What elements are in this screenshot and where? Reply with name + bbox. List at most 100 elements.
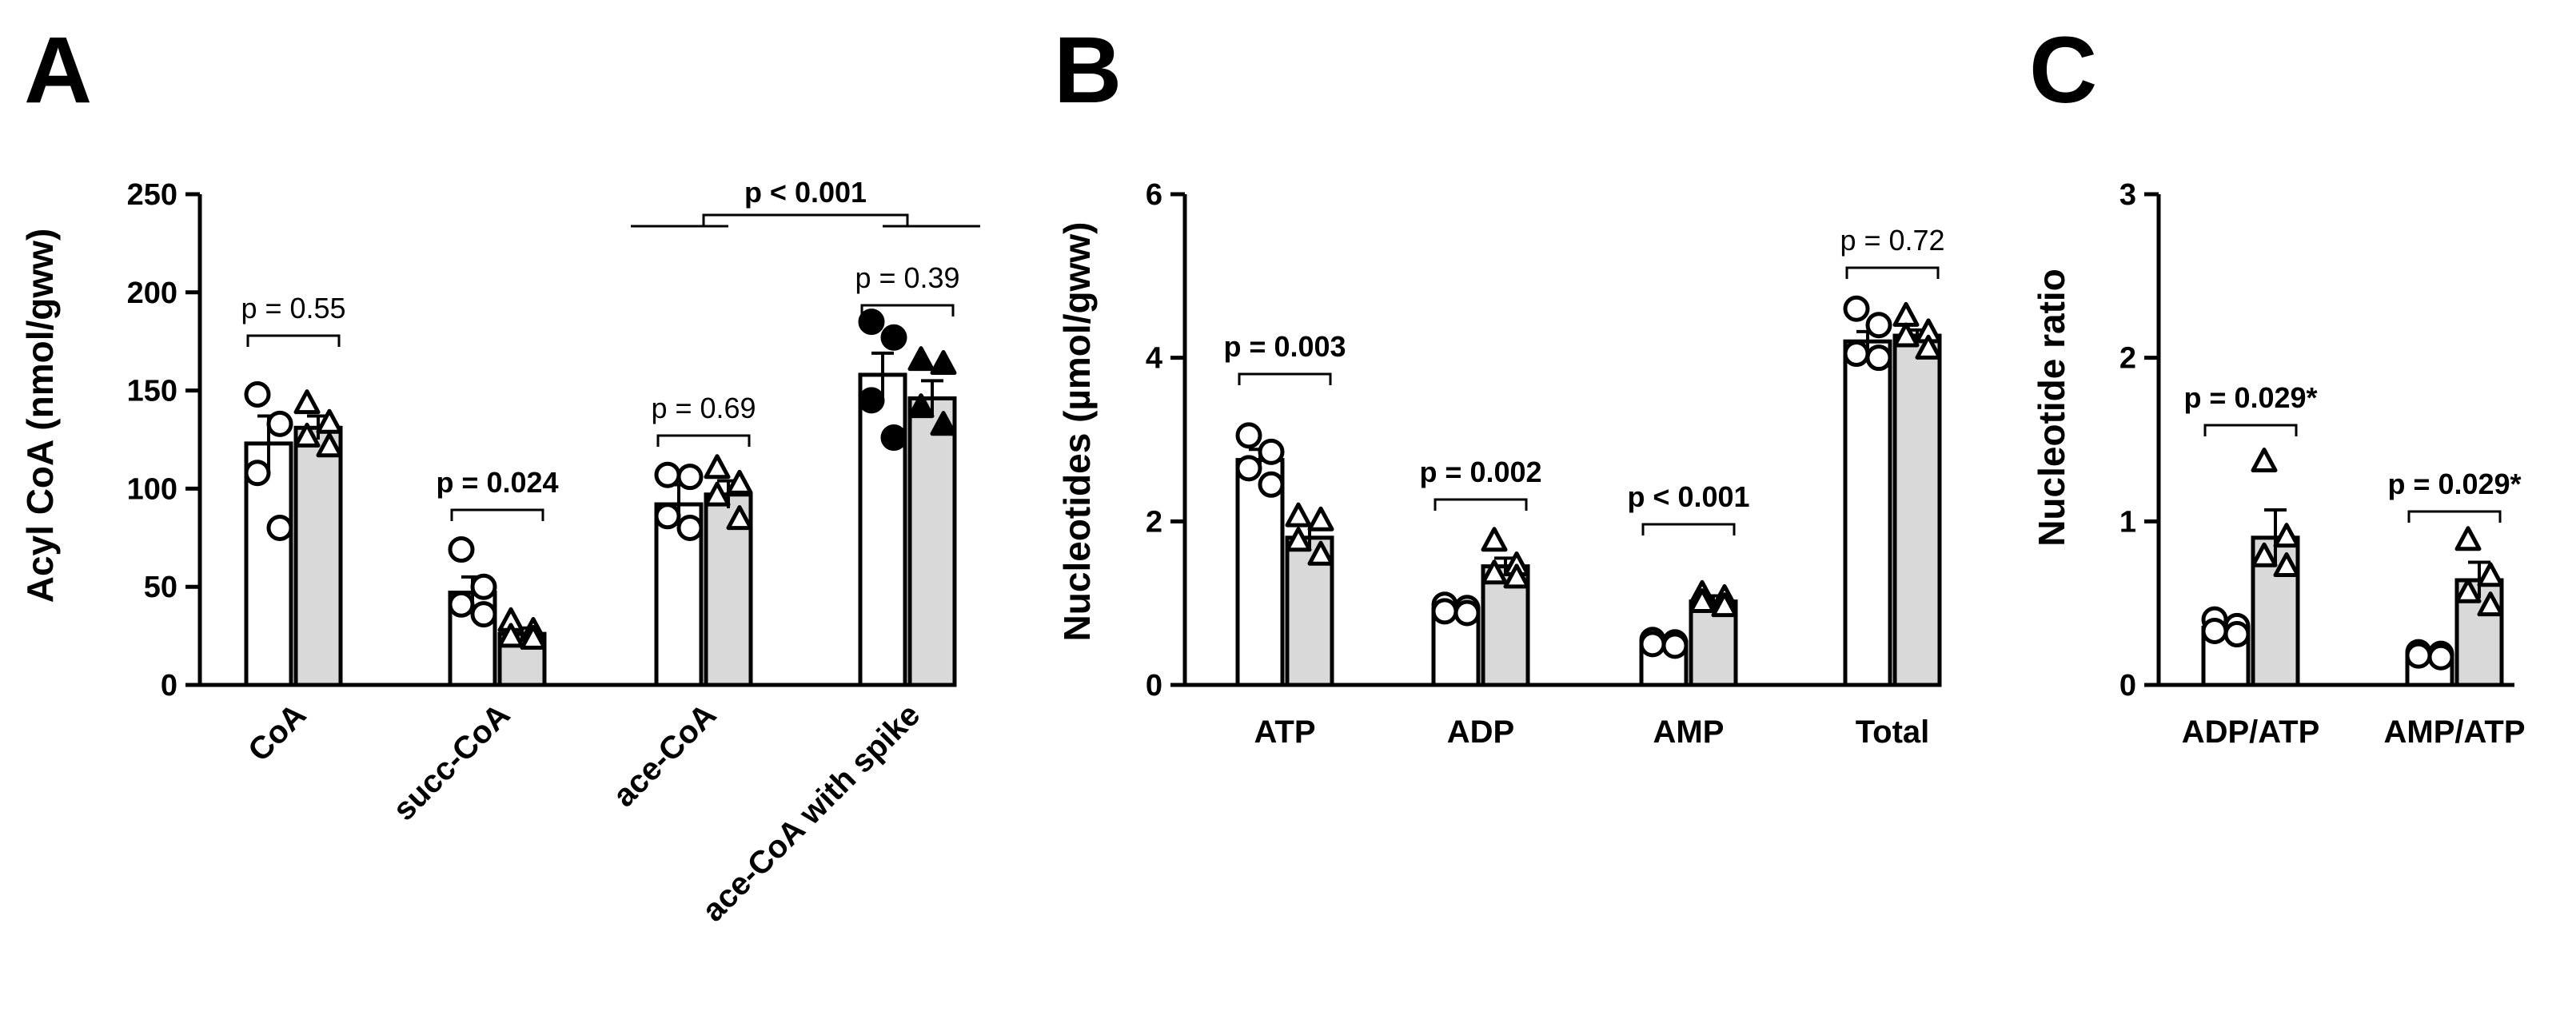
panel-b-y-tick-label: 4 bbox=[1146, 342, 1162, 376]
panel-c-data-point bbox=[2454, 526, 2482, 551]
panel-c-y-tick-label: 3 bbox=[2119, 178, 2136, 212]
panel-a-data-point bbox=[704, 454, 731, 480]
panel-a-p-value: p = 0.55 bbox=[241, 292, 345, 324]
panel-b-data-point bbox=[1481, 559, 1508, 585]
panel-a-letter: A bbox=[24, 18, 92, 123]
panel-a-data-point bbox=[880, 324, 907, 351]
panel-b-y-tick-label: 0 bbox=[1146, 669, 1162, 703]
panel-a-comparison-bracket bbox=[860, 304, 955, 316]
panel-c-y-tick-label: 1 bbox=[2119, 505, 2136, 539]
panel-a-bar bbox=[293, 425, 343, 687]
panel-b-data-point bbox=[1258, 471, 1285, 498]
panel-c-data-point bbox=[2273, 523, 2300, 548]
panel-a-data-point bbox=[244, 381, 271, 408]
panel-c-data-point bbox=[2477, 562, 2504, 587]
panel-c-letter: C bbox=[2029, 18, 2097, 123]
panel-b-data-point bbox=[1689, 588, 1716, 614]
panel-a-data-point bbox=[244, 460, 271, 487]
panel-b-y-tick-label: 6 bbox=[1146, 178, 1162, 212]
panel-b-category-label: Total bbox=[1856, 715, 1930, 750]
panel-a-comparison-bracket bbox=[702, 213, 909, 226]
panel-b-p-value: p = 0.003 bbox=[1223, 330, 1346, 363]
panel-b-data-point bbox=[1843, 295, 1870, 322]
panel-a-y-tick-label: 100 bbox=[127, 472, 177, 506]
panel-b-p-value: p = 0.002 bbox=[1419, 456, 1541, 488]
panel-b-y-axis-label: Nucleotides (µmol/gww) bbox=[1056, 222, 1098, 642]
panel-b-comparison-bracket bbox=[1845, 266, 1940, 279]
panel-c-y-axis-label: Nucleotide ratio bbox=[2031, 269, 2072, 547]
panel-a-data-point bbox=[654, 503, 681, 530]
panel-b-data-point bbox=[1431, 598, 1458, 625]
panel-b-comparison-bracket bbox=[1238, 372, 1332, 385]
panel-a-data-point bbox=[930, 350, 957, 376]
panel-b-data-point bbox=[1915, 334, 1942, 360]
panel-a-data-point bbox=[266, 515, 293, 542]
panel-a-data-point bbox=[930, 411, 957, 436]
panel-b-p-value: p = 0.72 bbox=[1840, 224, 1944, 257]
panel-a-data-point bbox=[907, 393, 935, 419]
panel-a-data-point bbox=[858, 309, 885, 336]
panel-a-y-tick-label: 200 bbox=[127, 277, 177, 310]
panel-b-data-point bbox=[1285, 502, 1312, 527]
panel-c-data-point bbox=[2201, 617, 2228, 644]
panel-a-data-point bbox=[704, 481, 731, 507]
panel-c-p-value: p = 0.029* bbox=[2183, 381, 2317, 414]
panel-a-data-point bbox=[448, 591, 475, 618]
panel-b-comparison-bracket bbox=[1434, 498, 1528, 511]
panel-a-p-value: p < 0.001 bbox=[744, 176, 867, 209]
panel-b-data-point bbox=[1843, 340, 1870, 368]
panel-b-p-value: p < 0.001 bbox=[1627, 480, 1749, 513]
panel-b-data-point bbox=[1865, 312, 1892, 339]
panel-b-data-point bbox=[1661, 632, 1689, 659]
panel-b-plot: 0 2 4 6 ATP ADP AMP Total p = 0.003 p = 0.002 p < … bbox=[1146, 178, 1945, 750]
panel-a-y-tick-label: 50 bbox=[144, 571, 177, 604]
panel-c-comparison-bracket bbox=[2203, 424, 2298, 436]
panel-b-category-label: ATP bbox=[1254, 715, 1315, 750]
panel-c-data-point bbox=[2405, 642, 2432, 669]
panel-b-letter: B bbox=[1054, 18, 1122, 123]
panel-a-data-point bbox=[654, 461, 681, 488]
panel-a-y-tick-label: 250 bbox=[127, 178, 177, 212]
panel-a-y-tick-label: 150 bbox=[127, 375, 177, 408]
panel-a-data-point bbox=[470, 601, 497, 628]
panel-c-y-tick-label: 0 bbox=[2119, 669, 2136, 703]
panel-a-data-point bbox=[520, 624, 547, 650]
panel-b-category-label: AMP bbox=[1653, 715, 1725, 750]
panel-b-y-tick-label: 2 bbox=[1146, 505, 1162, 539]
panel-a-data-point bbox=[726, 505, 753, 531]
panel-a-data-point bbox=[880, 424, 907, 452]
panel-c-data-point bbox=[2223, 621, 2251, 648]
panel-a-data-point bbox=[907, 346, 935, 372]
panel-c-comparison-bracket bbox=[2407, 510, 2502, 523]
panel-b-data-point bbox=[1285, 527, 1312, 552]
panel-a-y-axis-label: Acyl CoA (nmol/gww) bbox=[19, 229, 61, 603]
panel-c-data-point bbox=[2273, 552, 2300, 578]
panel-c-y-tick-label: 2 bbox=[2119, 342, 2136, 376]
panel-a-comparison-bracket bbox=[656, 434, 751, 447]
panel-a-data-point bbox=[266, 410, 293, 437]
panel-a-data-point bbox=[858, 387, 885, 414]
panel-a-data-point bbox=[676, 515, 704, 542]
panel-c-plot: 0 1 2 3 ADP/ATP AMP/ATP p = 0.029* p = 0.029* bbox=[2119, 178, 2526, 750]
panel-c-p-value: p = 0.029* bbox=[2387, 468, 2521, 500]
panel-b-data-point bbox=[1307, 540, 1334, 566]
panel-b-data-point bbox=[1481, 527, 1508, 552]
panel-a-data-point bbox=[293, 389, 321, 415]
panel-c-data-point bbox=[2251, 448, 2278, 473]
panel-b-data-point bbox=[1639, 631, 1666, 658]
panel-a-p-value: p = 0.39 bbox=[855, 261, 959, 294]
panel-b-bar bbox=[1843, 339, 1892, 687]
panel-a-comparison-bracket bbox=[450, 508, 544, 521]
panel-a-bar bbox=[858, 372, 907, 687]
panel-a-data-point bbox=[497, 623, 524, 648]
panel-b-data-point bbox=[1307, 506, 1334, 531]
panel-b-category-label: ADP bbox=[1447, 715, 1514, 750]
panel-a-data-point bbox=[726, 469, 753, 495]
panel-c-category-label: AMP/ATP bbox=[2383, 715, 2525, 750]
panel-c-data-point bbox=[2427, 643, 2454, 671]
panel-a-data-point bbox=[676, 464, 704, 491]
panel-c-data-point bbox=[2477, 591, 2504, 617]
panel-c-data-point bbox=[2251, 542, 2278, 567]
